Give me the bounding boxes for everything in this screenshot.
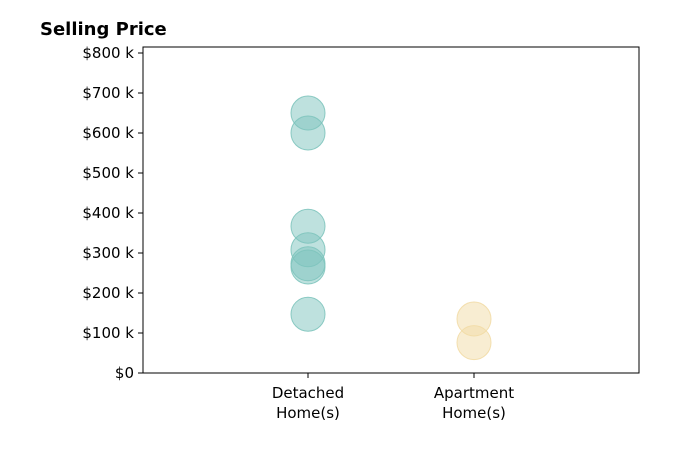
x-axis: Detached Home(s) Apartment Home(s) — [272, 373, 514, 422]
x-tick-label: Home(s) — [276, 404, 340, 422]
plot-frame — [142, 46, 640, 374]
y-tick-label: $800 k — [82, 44, 134, 62]
data-point — [290, 115, 326, 151]
y-tick-label: $0 — [115, 364, 134, 382]
data-point — [290, 296, 326, 332]
x-tick-label: Apartment — [434, 384, 514, 402]
y-tick-label: $200 k — [82, 284, 134, 302]
y-tick-label: $700 k — [82, 84, 134, 102]
y-axis: $0 $100 k $200 k $300 k $400 k $500 k $600 k $7… — [82, 44, 143, 382]
x-tick-label: Detached — [272, 384, 344, 402]
data-point — [290, 249, 326, 285]
y-tick-label: $400 k — [82, 204, 134, 222]
y-tick-label: $100 k — [82, 324, 134, 342]
chart-title: Selling Price — [40, 19, 167, 40]
y-tick-label: $600 k — [82, 124, 134, 142]
y-tick-label: $300 k — [82, 244, 134, 262]
data-point — [456, 325, 492, 361]
y-tick-label: $500 k — [82, 164, 134, 182]
x-tick-label: Home(s) — [442, 404, 506, 422]
points-layer — [290, 95, 492, 361]
